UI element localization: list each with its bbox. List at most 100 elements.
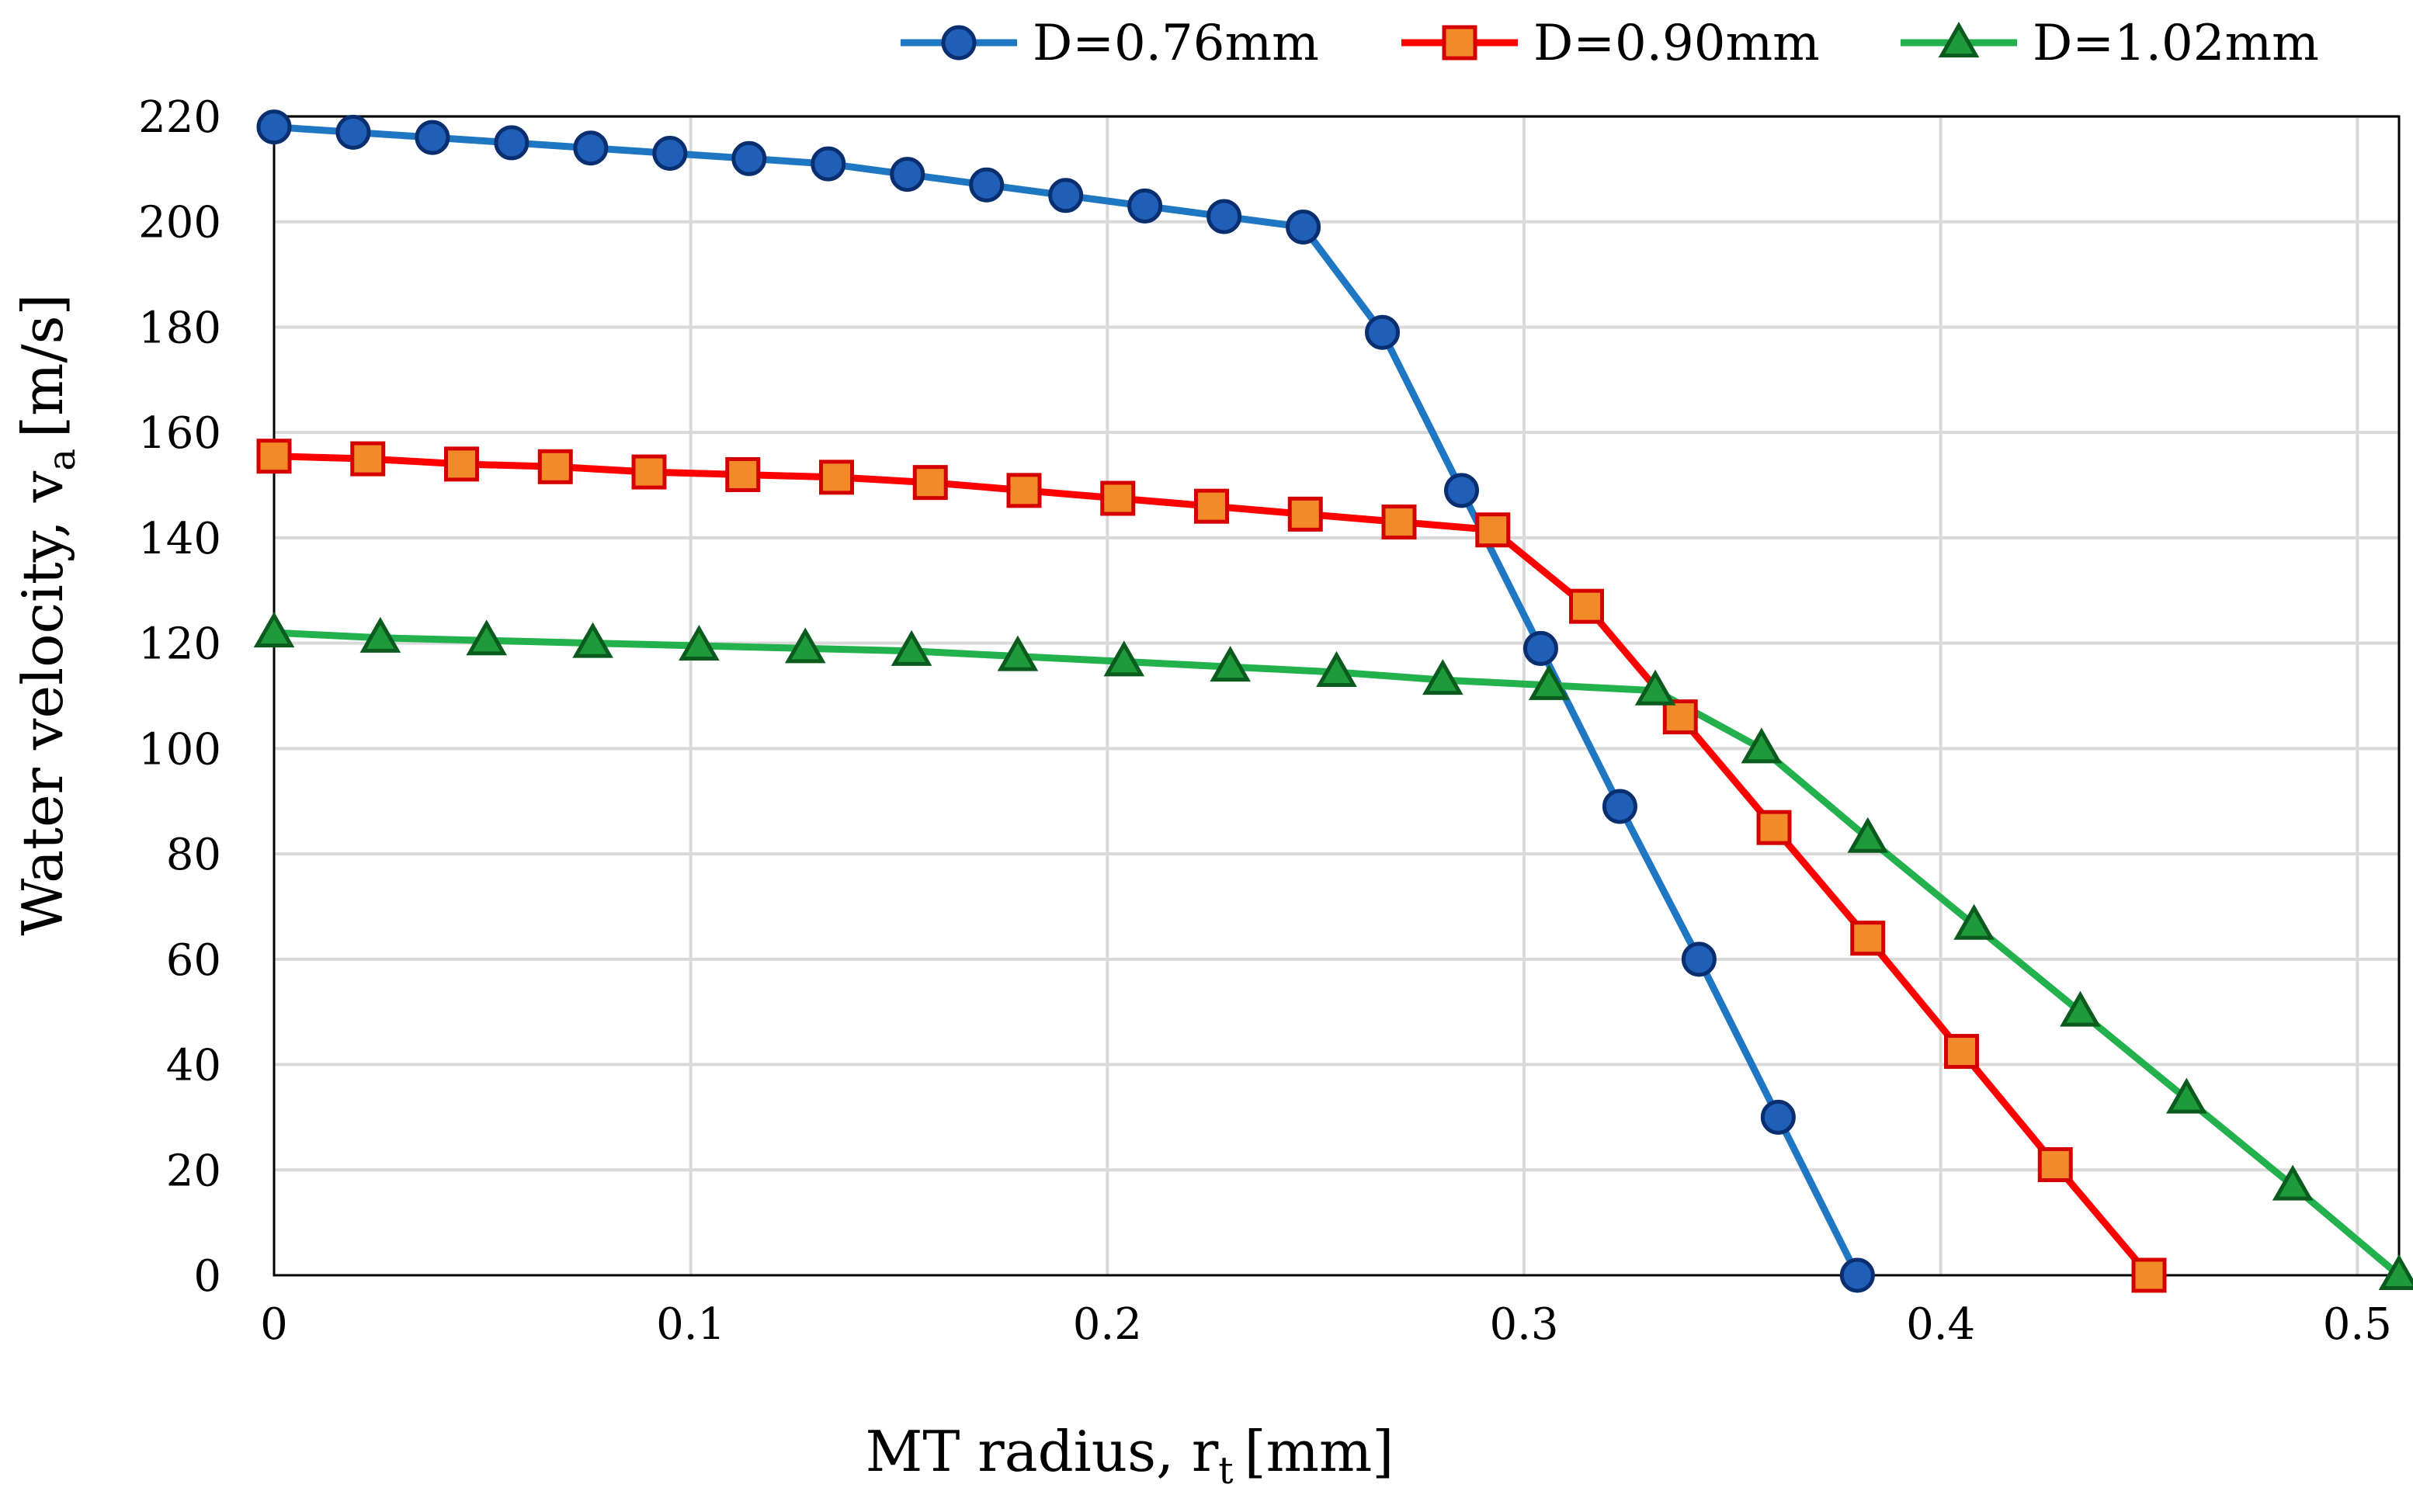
x-axis-tick-labels: 0 0.1 0.2 0.3 0.4 0.5	[260, 1299, 2392, 1350]
data-point-series-1	[969, 167, 1005, 203]
data-point-series-2	[1100, 480, 1136, 516]
y-tick-label: 100	[138, 724, 221, 775]
data-point-series-1	[1206, 199, 1242, 234]
y-tick-label: 0	[193, 1251, 221, 1302]
y-tick-label: 60	[166, 935, 221, 986]
data-point-series-2	[537, 449, 573, 484]
data-point-series-1	[1839, 1257, 1875, 1293]
data-point-series-1	[1127, 188, 1163, 224]
data-point-series-2	[1850, 921, 1886, 956]
y-tick-label: 180	[138, 303, 221, 353]
data-point-series-3	[572, 622, 613, 658]
data-point-series-2	[2037, 1146, 2073, 1182]
y-axis-title-subscript: a	[40, 449, 84, 471]
data-point-series-3	[1528, 664, 1570, 700]
data-point-series-2	[350, 441, 386, 477]
data-point-series-2	[1287, 496, 1323, 532]
y-tick-label: 40	[166, 1041, 221, 1091]
legend-label-2: D=0.90mm	[1533, 15, 1820, 72]
data-point-series-1	[1681, 942, 1717, 977]
legend-label-1: D=0.76mm	[1033, 15, 1319, 72]
data-point-series-1	[256, 109, 292, 145]
data-point-series-1	[415, 120, 450, 155]
data-point-series-1	[1602, 789, 1637, 824]
y-tick-label: 140	[138, 514, 221, 564]
data-point-series-3	[997, 635, 1039, 671]
data-point-series-3	[679, 624, 720, 661]
data-point-series-3	[1422, 659, 1463, 695]
data-point-series-1	[494, 125, 529, 161]
data-point-series-2	[819, 459, 854, 495]
data-point-series-2	[631, 454, 667, 490]
x-axis-title-main: MT radius, r	[866, 1419, 1219, 1484]
data-point-series-3	[1316, 650, 1357, 687]
x-tick-label: 0.3	[1489, 1299, 1558, 1350]
data-point-series-1	[1444, 473, 1479, 508]
data-point-series-2	[444, 446, 479, 482]
data-point-series-2	[1944, 1034, 1979, 1070]
data-point-series-3	[1634, 669, 1676, 706]
data-point-series-2	[725, 456, 761, 492]
legend-label-3: D=1.02mm	[2033, 15, 2319, 72]
data-point-series-1	[1522, 630, 1558, 666]
legend-marker-3	[1938, 21, 1980, 57]
data-point-series-2	[1475, 512, 1511, 548]
data-point-series-3	[1210, 646, 1251, 682]
data-point-series-3	[891, 629, 932, 666]
data-point-series-3	[784, 627, 826, 664]
data-point-series-2	[1569, 588, 1604, 624]
data-point-series-2	[2131, 1257, 2167, 1293]
y-axis-tick-labels: 0 20 40 60 80 100 120 140 160 180 200 220	[138, 92, 221, 1302]
data-point-series-2	[1756, 810, 1792, 845]
y-axis-title-main: Water velocity, v	[10, 470, 75, 935]
data-point-series-1	[890, 157, 925, 192]
y-axis-title-unit: [m/s]	[10, 293, 75, 438]
data-point-series-2	[1662, 699, 1698, 735]
data-point-series-1	[573, 130, 609, 166]
data-point-series-1	[652, 136, 688, 172]
x-tick-label: 0.1	[656, 1299, 725, 1350]
data-point-series-2	[1194, 488, 1229, 524]
data-point-series-2	[256, 439, 292, 474]
x-tick-label: 0.2	[1073, 1299, 1142, 1350]
data-point-series-3	[1741, 727, 1783, 764]
data-point-series-1	[335, 114, 371, 150]
data-point-series-3	[253, 612, 295, 648]
data-point-series-1	[1286, 210, 1321, 245]
x-axis-title-subscript: t	[1218, 1449, 1233, 1493]
data-point-series-1	[1760, 1099, 1796, 1135]
data-point-series-2	[1381, 505, 1417, 540]
data-point-series-3	[2378, 1254, 2413, 1290]
legend-marker-1	[941, 25, 977, 61]
data-point-series-3	[466, 619, 508, 656]
y-tick-label: 80	[166, 830, 221, 880]
y-axis-title: Water velocity, va [m/s]	[10, 293, 84, 935]
data-point-series-2	[1006, 473, 1042, 508]
y-tick-label: 200	[138, 198, 221, 248]
y-tick-label: 120	[138, 619, 221, 670]
data-point-series-1	[1365, 314, 1401, 350]
legend-marker-2	[1442, 25, 1477, 61]
plot-frame	[273, 115, 2401, 1277]
x-tick-label: 0.4	[1906, 1299, 1975, 1350]
data-point-series-3	[2272, 1164, 2314, 1201]
data-point-series-3	[1847, 817, 1889, 853]
data-point-series-3	[359, 616, 401, 653]
series-markers	[253, 109, 2413, 1293]
data-point-series-3	[2165, 1077, 2207, 1114]
data-point-series-1	[1048, 178, 1084, 213]
y-tick-label: 20	[166, 1146, 221, 1196]
data-point-series-2	[912, 465, 948, 501]
data-point-series-3	[1953, 903, 1995, 940]
y-tick-label: 220	[138, 92, 221, 143]
x-axis-title-unit: [mm]	[1245, 1419, 1394, 1484]
x-tick-label: 0	[260, 1299, 288, 1350]
y-tick-label: 160	[138, 408, 221, 459]
data-point-series-3	[2060, 990, 2101, 1027]
data-point-series-3	[1103, 640, 1145, 677]
data-point-series-1	[731, 140, 767, 176]
legend: D=0.76mm D=0.90mm D=1.02mm	[901, 15, 2319, 72]
x-axis-title: MT radius, rt [mm]	[866, 1419, 1394, 1493]
